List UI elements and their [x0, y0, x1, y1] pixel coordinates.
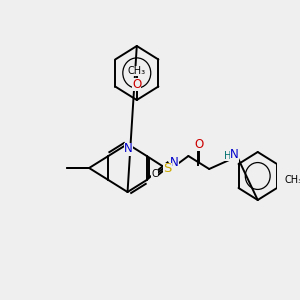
Text: N: N [230, 148, 239, 161]
Text: O: O [132, 77, 141, 91]
Text: H: H [224, 151, 232, 161]
Text: N: N [170, 157, 178, 169]
Text: O: O [194, 138, 203, 151]
Text: CH₃: CH₃ [128, 66, 146, 76]
Text: N: N [124, 142, 133, 155]
Text: CH₃: CH₃ [284, 175, 300, 185]
Text: C: C [152, 169, 158, 179]
Text: S: S [164, 163, 172, 176]
